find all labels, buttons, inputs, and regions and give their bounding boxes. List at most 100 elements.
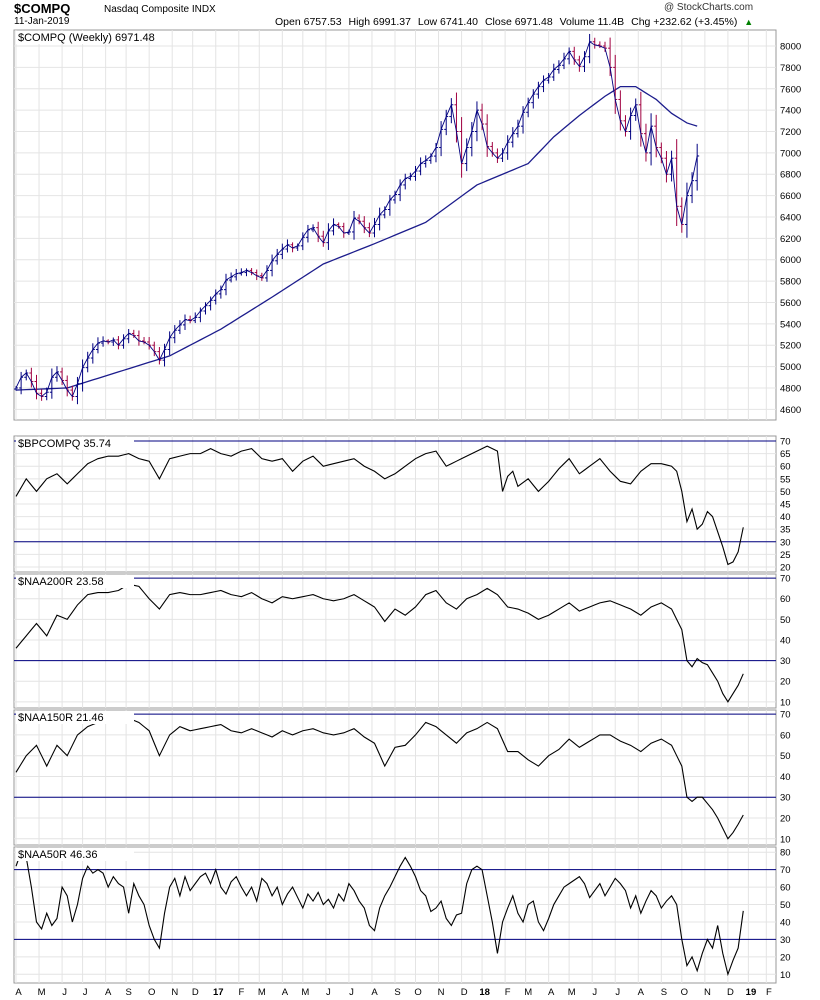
y-tick-label: 20: [780, 814, 791, 825]
y-tick-label: 70: [780, 865, 791, 876]
low-value: Low 6741.40: [417, 16, 479, 28]
y-tick-label: 7000: [780, 148, 801, 159]
x-tick-label: O: [148, 987, 155, 998]
x-tick-label: O: [414, 987, 421, 998]
y-tick-label: 40: [780, 772, 791, 783]
x-tick-label: N: [171, 987, 178, 998]
x-tick-label: D: [727, 987, 734, 998]
open-value: Open 6757.53: [275, 16, 342, 28]
x-tick-label: M: [258, 987, 266, 998]
panel-title: $NAA50R 46.36: [18, 849, 98, 861]
y-tick-label: 50: [780, 487, 791, 498]
x-tick-label: S: [126, 987, 132, 998]
y-tick-label: 7200: [780, 127, 801, 138]
y-tick-label: 6400: [780, 212, 801, 223]
y-tick-label: 30: [780, 537, 791, 548]
x-tick-label: A: [15, 987, 22, 998]
y-tick-label: 30: [780, 793, 791, 804]
y-tick-label: 5600: [780, 298, 801, 309]
panel-title: $COMPQ (Weekly) 6971.48: [18, 32, 155, 44]
x-tick-label: F: [505, 987, 511, 998]
y-tick-label: 10: [780, 970, 791, 981]
y-tick-label: 5800: [780, 277, 801, 288]
stockcharts-credit: @ StockCharts.com: [664, 2, 754, 13]
x-tick-label: N: [704, 987, 711, 998]
x-tick-label: M: [568, 987, 576, 998]
y-tick-label: 60: [780, 883, 791, 894]
indicator-line: [15, 851, 744, 977]
x-axis: A M J J A S O N D 17 F M A M J J A S O N D 18 F M A M J J A S O N D 19 F: [15, 987, 772, 998]
y-tick-label: 25: [780, 550, 791, 561]
y-tick-label: 65: [780, 449, 791, 460]
x-tick-label: D: [192, 987, 199, 998]
index-name: Nasdaq Composite INDX: [104, 4, 216, 15]
x-tick-label: J: [592, 987, 597, 998]
panel-title-bg: [16, 711, 134, 724]
x-tick-label: J: [83, 987, 88, 998]
y-tick-label: 4600: [780, 405, 801, 416]
change-value: Chg +232.62 (+3.45%): [631, 16, 738, 28]
ohlc-bars: [14, 33, 700, 405]
y-tick-label: 35: [780, 525, 791, 536]
y-tick-label: 7400: [780, 106, 801, 117]
y-tick-label: 80: [780, 848, 791, 859]
panel-title-bg: [16, 31, 134, 44]
y-tick-label: 55: [780, 474, 791, 485]
y-tick-label: 40: [780, 635, 791, 646]
indicator-line: [15, 717, 744, 840]
y-tick-label: 50: [780, 615, 791, 626]
panel-title: $BPCOMPQ 35.74: [18, 438, 111, 450]
indicator-line: [15, 445, 744, 566]
x-tick-label: F: [238, 987, 244, 998]
y-tick-label: 6200: [780, 234, 801, 245]
y-tick-label: 6800: [780, 170, 801, 181]
y-tick-label: 45: [780, 500, 791, 511]
y-tick-label: 5000: [780, 362, 801, 373]
y-tick-label: 70: [780, 710, 791, 721]
close-value: Close 6971.48: [484, 16, 553, 28]
panel-4: 10 20 30 40 50 60 70 $NAA150R 21.46: [13, 709, 791, 846]
y-tick-label: 8000: [780, 42, 801, 53]
x-tick-label: 18: [479, 987, 490, 998]
y-tick-label: 5200: [780, 341, 801, 352]
price-close-line: [15, 41, 698, 398]
y-tick-label: 7600: [780, 84, 801, 95]
ohlc-summary: Open 6757.53 High 6991.37 Low 6741.40 Cl…: [275, 16, 757, 28]
indicator-line: [15, 583, 744, 703]
chart-date: 11-Jan-2019: [14, 16, 70, 27]
y-tick-label: 40: [780, 512, 791, 523]
y-tick-label: 30: [780, 656, 791, 667]
high-value: High 6991.37: [348, 16, 411, 28]
moving-average-line: [15, 85, 698, 391]
panel-title-bg: [16, 437, 134, 450]
x-tick-label: O: [681, 987, 688, 998]
panel-title: $NAA150R 21.46: [18, 712, 104, 724]
volume-value: Volume 11.4B: [559, 16, 625, 28]
x-tick-label: J: [349, 987, 354, 998]
x-tick-label: A: [548, 987, 555, 998]
y-tick-label: 60: [780, 462, 791, 473]
y-tick-label: 10: [780, 697, 791, 708]
y-tick-label: 20: [780, 952, 791, 963]
x-tick-label: A: [638, 987, 645, 998]
panel-title: $NAA200R 23.58: [18, 576, 104, 588]
x-tick-label: J: [326, 987, 331, 998]
panel-1: 4600 4800 5000 5200 5400 5600 5800 6000 6200 6400…: [13, 29, 801, 421]
x-tick-label: 17: [213, 987, 224, 998]
y-tick-label: 7800: [780, 63, 801, 74]
y-tick-label: 50: [780, 751, 791, 762]
panel-title-bg: [16, 575, 134, 588]
panel-5: 10 20 30 40 50 60 70 80 $NAA50R 46.36: [13, 846, 791, 984]
y-tick-label: 50: [780, 900, 791, 911]
y-tick-label: 6000: [780, 255, 801, 266]
y-tick-label: 60: [780, 594, 791, 605]
x-tick-label: J: [615, 987, 620, 998]
y-tick-label: 10: [780, 834, 791, 845]
y-tick-label: 40: [780, 917, 791, 928]
x-tick-label: N: [438, 987, 445, 998]
y-tick-label: 30: [780, 935, 791, 946]
x-tick-label: A: [371, 987, 378, 998]
x-tick-label: A: [282, 987, 289, 998]
